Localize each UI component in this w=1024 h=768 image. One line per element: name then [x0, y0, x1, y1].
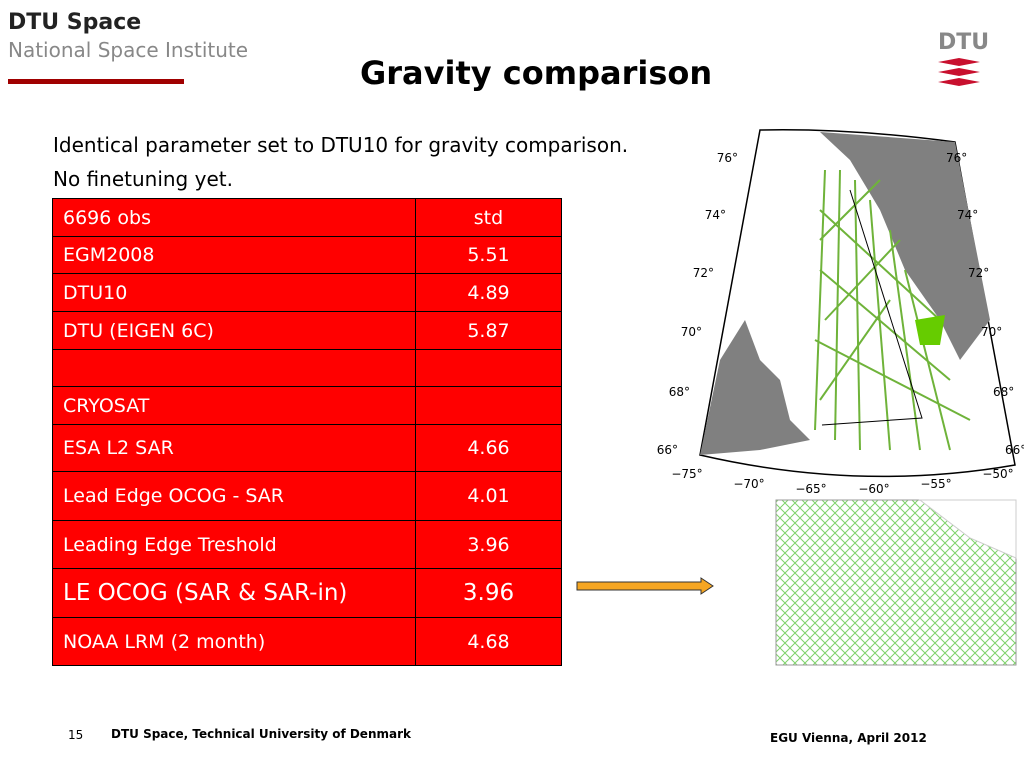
intro: Identical parameter set to DTU10 for gra… [53, 128, 628, 196]
table-cell [52, 349, 416, 387]
table-row: DTU10 4.89 [52, 273, 562, 312]
table-cell: 3.96 [415, 520, 562, 569]
table-cell: 6696 obs [52, 198, 416, 237]
map-label: 74° [705, 208, 726, 222]
table-cell: 4.66 [415, 424, 562, 472]
detail-map [775, 499, 1017, 666]
rule [8, 79, 184, 84]
table-cell: Lead Edge OCOG - SAR [52, 471, 416, 521]
table-row [52, 349, 562, 387]
map-label: 66° [657, 443, 678, 457]
table-row: Leading Edge Treshold 3.96 [52, 520, 562, 569]
table-cell: DTU10 [52, 273, 416, 312]
map-label: 66° [1005, 443, 1024, 457]
page-number: 15 [68, 728, 84, 742]
map-label: −60° [858, 482, 889, 496]
map-label: −50° [982, 467, 1013, 481]
table-cell: std [415, 198, 562, 237]
intro-line: Identical parameter set to DTU10 for gra… [53, 133, 629, 157]
map-label: 68° [669, 385, 690, 399]
map-label: 72° [968, 266, 989, 280]
map-label: 74° [957, 208, 978, 222]
org: DTU Space [8, 10, 142, 35]
map-label: −75° [671, 467, 702, 481]
map-label: 76° [717, 151, 738, 165]
table-row: NOAA LRM (2 month) 4.68 [52, 617, 562, 666]
table-cell: 4.01 [415, 471, 562, 521]
table-row: 6696 obs std [52, 198, 562, 237]
map-label: 70° [981, 325, 1002, 339]
table-cell: LE OCOG (SAR & SAR-in) [52, 568, 416, 618]
table-cell: ESA L2 SAR [52, 424, 416, 472]
map-label: −70° [733, 477, 764, 491]
table-cell: 5.51 [415, 236, 562, 274]
table-cell: 5.87 [415, 311, 562, 350]
event: EGU Vienna, April 2012 [770, 731, 927, 745]
table-cell: CRYOSAT [52, 386, 416, 425]
results-table: 6696 obs std EGM2008 5.51 DTU10 4.89 DTU (EIGE… [52, 198, 562, 666]
table-cell: DTU (EIGEN 6C) [52, 311, 416, 350]
institute: National Space Institute [8, 38, 249, 62]
affiliation: DTU Space, Technical University of Denma… [111, 727, 411, 741]
table-row: EGM2008 5.51 [52, 236, 562, 274]
title: Gravity comparison [360, 54, 713, 92]
table-cell [415, 349, 562, 387]
table-cell: 4.68 [415, 617, 562, 666]
table-row: ESA L2 SAR 4.66 [52, 424, 562, 472]
logo: DTU [938, 30, 990, 55]
table-cell [415, 386, 562, 425]
map: 76° 74° 72° 70° 68° 66° 76° 74° 72° 70° 68° 66° −75°… [657, 129, 1024, 496]
table-row: DTU (EIGEN 6C) 5.87 [52, 311, 562, 350]
map-label: 72° [693, 266, 714, 280]
intro-line: No finetuning yet. [53, 167, 233, 191]
table-cell: 4.89 [415, 273, 562, 312]
table-cell: EGM2008 [52, 236, 416, 274]
map-label: −55° [920, 477, 951, 491]
map-label: −65° [795, 482, 826, 496]
table-cell: NOAA LRM (2 month) [52, 617, 416, 666]
table-row: LE OCOG (SAR & SAR-in) 3.96 [52, 568, 562, 618]
table-cell: 3.96 [415, 568, 562, 618]
map-label: 70° [681, 325, 702, 339]
table-row: Lead Edge OCOG - SAR 4.01 [52, 471, 562, 521]
logo-mark [938, 58, 980, 86]
arrow [576, 577, 714, 595]
map-label: 68° [993, 385, 1014, 399]
map-label: 76° [946, 151, 967, 165]
table-row: CRYOSAT [52, 386, 562, 425]
table-cell: Leading Edge Treshold [52, 520, 416, 569]
